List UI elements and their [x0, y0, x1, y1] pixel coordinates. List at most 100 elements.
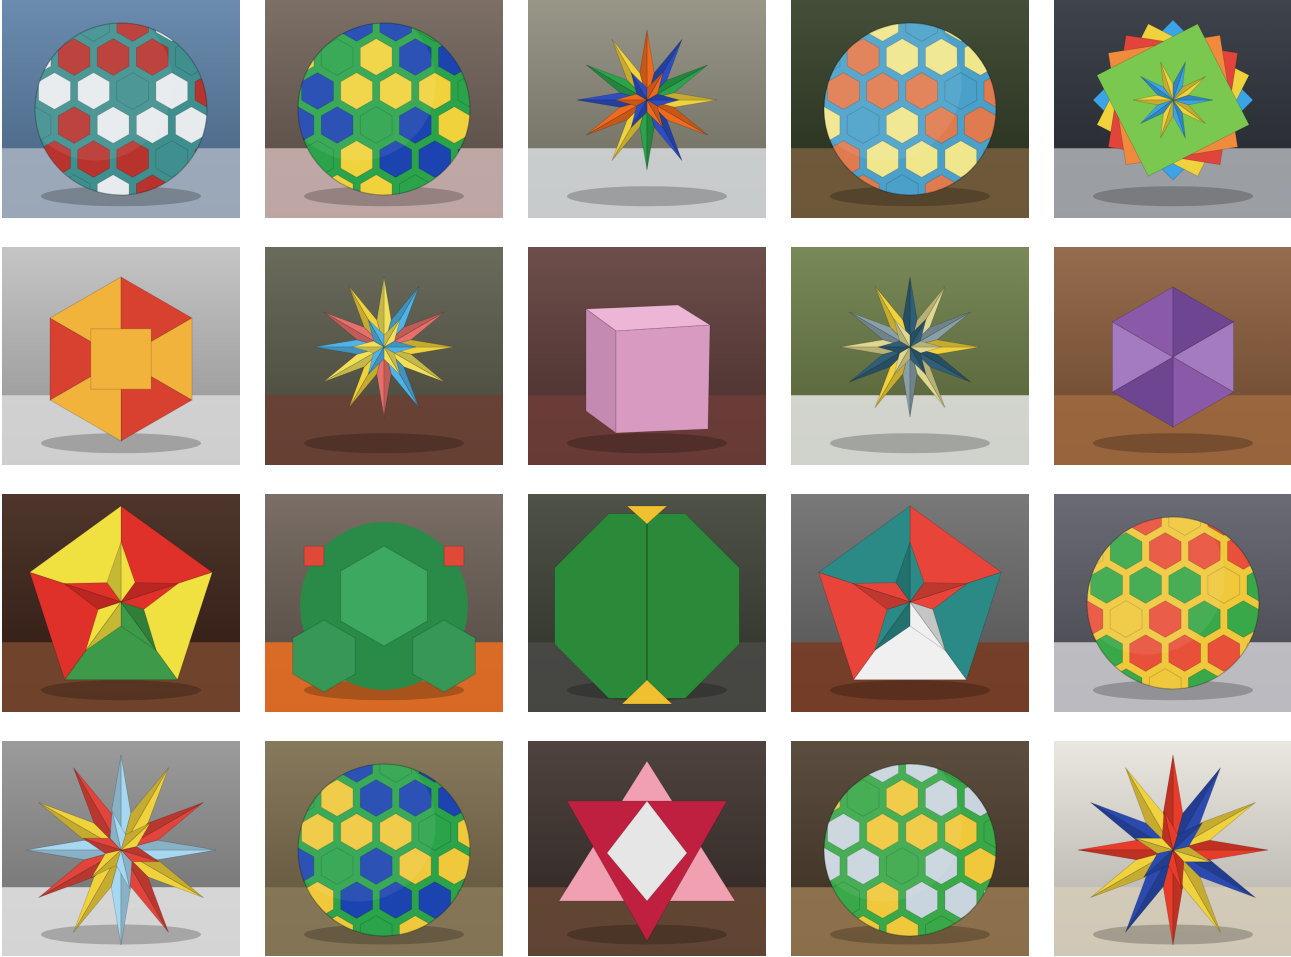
gallery-photo-compound-of-five-octahedra-model[interactable]	[1054, 0, 1291, 218]
photo-image	[265, 247, 503, 465]
polyhedron-face	[905, 813, 939, 851]
gallery-photo-great-dodecahedron-model[interactable]	[2, 0, 240, 218]
polyhedron-face	[379, 813, 413, 851]
star-spike	[119, 601, 157, 651]
polyhedron-model	[558, 760, 736, 942]
star-spike	[1160, 99, 1174, 139]
polyhedron-face	[846, 106, 880, 144]
photo-image	[1054, 0, 1291, 218]
gallery-photo-compound-of-icosahedron-and-dodecahedron-model[interactable]	[2, 494, 240, 712]
star-spike	[630, 72, 649, 102]
gallery-photo-truncated-icosahedron-model[interactable]	[791, 0, 1029, 218]
polyhedron-face	[944, 881, 978, 919]
gallery-photo-great-stellated-dodecahedron-model[interactable]	[791, 247, 1029, 465]
polyhedron-model	[1092, 19, 1254, 181]
model-shadow	[304, 433, 464, 454]
star-spike	[1125, 767, 1174, 851]
polyhedron-face	[359, 915, 393, 936]
star-spike	[1132, 99, 1174, 106]
polyhedron-model	[576, 29, 718, 171]
polyhedron-face	[905, 881, 939, 919]
gallery-photo-small-stellated-dodecahedron-model[interactable]	[528, 0, 766, 218]
polyhedron-face	[905, 72, 939, 110]
polyhedron-face	[359, 847, 393, 885]
polyhedron-face	[866, 140, 899, 178]
star-spike	[908, 582, 968, 603]
gallery-photo-stella-octangula-model[interactable]	[528, 741, 766, 956]
star-spike	[383, 319, 401, 349]
polyhedron-face	[135, 106, 169, 144]
star-spike	[1143, 848, 1174, 878]
model-shadow	[304, 186, 464, 207]
star-spike	[877, 346, 912, 354]
photo-image	[2, 741, 240, 956]
gallery-photo-snub-dodecahedron-model[interactable]	[265, 0, 503, 218]
polyhedron-face	[964, 106, 996, 144]
polyhedron-face	[885, 38, 919, 76]
polyhedron-face	[1109, 600, 1143, 638]
hexagon-face	[292, 619, 356, 693]
polyhedron-face	[866, 72, 899, 110]
star-spike	[852, 583, 912, 610]
polyhedron-face	[1207, 566, 1241, 604]
model-shadow	[830, 433, 990, 454]
gallery-photo-truncated-cube-model[interactable]	[528, 494, 766, 712]
photo-image	[528, 741, 766, 956]
polyhedron-face	[379, 140, 413, 178]
photo-image	[2, 247, 240, 465]
star-spike	[73, 849, 122, 933]
polyhedron-face	[96, 106, 130, 144]
star-spike	[1077, 849, 1174, 861]
polyhedron-face	[320, 847, 354, 885]
polyhedron-face	[398, 779, 432, 817]
polyhedron-model	[817, 505, 1003, 681]
polyhedron-face	[77, 72, 110, 110]
photo-image	[791, 741, 1029, 956]
gallery-photo-cuboctahedron-model[interactable]	[2, 247, 240, 465]
star-spike	[119, 582, 179, 603]
star-spike	[646, 72, 664, 102]
polyhedron-face	[155, 72, 189, 110]
polyhedron-face	[1129, 634, 1162, 672]
polyhedron-model	[25, 754, 217, 946]
star-spike	[367, 319, 386, 349]
star-spike	[1125, 849, 1174, 933]
star-spike	[85, 600, 122, 651]
polyhedron-face	[1148, 600, 1182, 638]
gallery-photo-icosahedron-model[interactable]	[1054, 247, 1291, 465]
polyhedron-face	[924, 38, 958, 76]
gallery-photo-truncated-icosidodecahedron-model[interactable]	[791, 741, 1029, 956]
gallery-photo-snub-cube-model[interactable]	[265, 741, 503, 956]
star-spike	[91, 848, 122, 878]
gallery-photo-great-icosahedron-model[interactable]	[791, 494, 1029, 712]
star-spike	[614, 99, 649, 107]
polyhedron-face	[418, 140, 452, 178]
polyhedron-face	[1112, 321, 1174, 393]
photo-image	[2, 0, 240, 218]
polyhedron-face	[964, 847, 996, 885]
photo-image	[791, 494, 1029, 712]
model-shadow	[41, 680, 201, 701]
polyhedron-face	[1168, 634, 1202, 672]
gallery-photo-truncated-octahedron-model[interactable]	[265, 494, 503, 712]
gallery-photo-compound-of-great-stellated-dodecahedron-model[interactable]	[1054, 741, 1291, 956]
star-spike	[25, 849, 122, 861]
photo-image	[791, 0, 1029, 218]
star-spike	[1172, 99, 1186, 139]
star-spike	[908, 601, 946, 651]
photo-image	[528, 247, 766, 465]
gallery-photo-rhombicosidodecahedron-model[interactable]	[1054, 494, 1291, 712]
polyhedron-face	[944, 140, 978, 178]
gallery-photo-cube-model[interactable]	[528, 247, 766, 465]
gallery-photo-compound-of-five-tetrahedra-model[interactable]	[265, 247, 503, 465]
photo-image	[265, 741, 503, 956]
gallery-photo-small-ditrigonal-icosidodecahedron-model[interactable]	[2, 741, 240, 956]
polyhedron-face	[866, 881, 899, 919]
photo-image	[791, 247, 1029, 465]
polyhedron-face	[418, 881, 452, 919]
polyhedron-model	[313, 276, 455, 418]
polyhedron-face	[1207, 634, 1241, 672]
model-shadow	[567, 433, 727, 454]
polyhedron-model	[49, 276, 193, 442]
